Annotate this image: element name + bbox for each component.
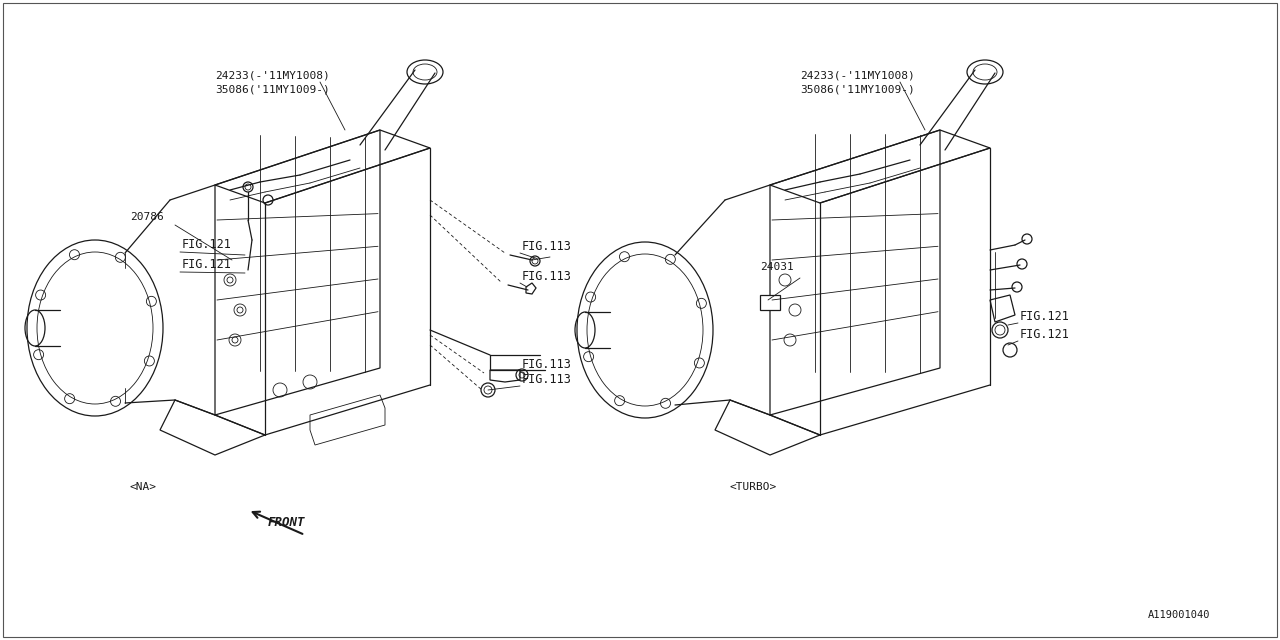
Text: FIG.113: FIG.113 [522, 240, 572, 253]
Text: 20786: 20786 [131, 212, 164, 222]
Text: FIG.113: FIG.113 [522, 373, 572, 386]
Text: FIG.121: FIG.121 [182, 238, 232, 251]
Text: FIG.121: FIG.121 [1020, 328, 1070, 341]
Text: FIG.113: FIG.113 [522, 270, 572, 283]
Text: FIG.121: FIG.121 [182, 258, 232, 271]
Text: FIG.113: FIG.113 [522, 358, 572, 371]
Text: A119001040: A119001040 [1148, 610, 1211, 620]
Text: 24233(-'11MY1008): 24233(-'11MY1008) [215, 70, 330, 80]
Text: 24233(-'11MY1008): 24233(-'11MY1008) [800, 70, 915, 80]
Text: <TURBO>: <TURBO> [730, 482, 777, 492]
Text: <NA>: <NA> [131, 482, 157, 492]
Text: FRONT: FRONT [268, 516, 306, 529]
Bar [760, 295, 780, 310]
Text: 35086('11MY1009-): 35086('11MY1009-) [215, 84, 330, 94]
Text: 24031: 24031 [760, 262, 794, 272]
Text: 35086('11MY1009-): 35086('11MY1009-) [800, 84, 915, 94]
Text: FIG.121: FIG.121 [1020, 310, 1070, 323]
